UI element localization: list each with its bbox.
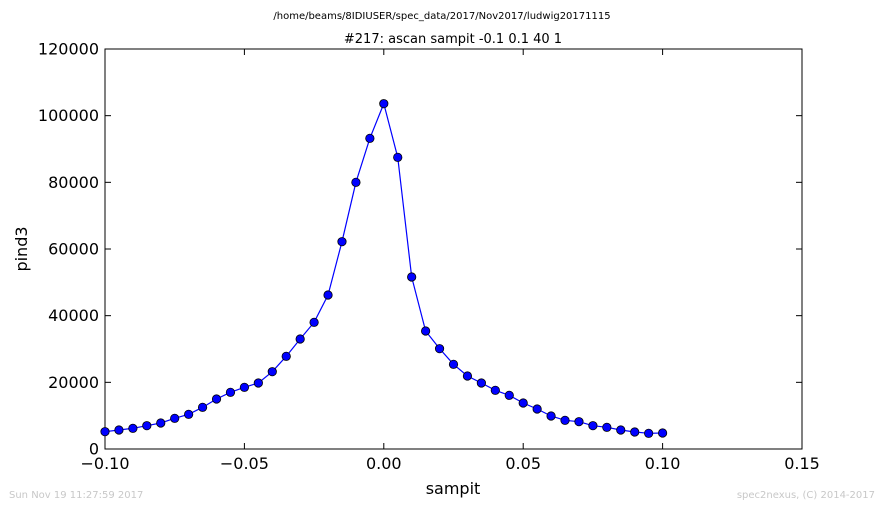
data-point [197, 402, 208, 412]
data-point [379, 99, 389, 109]
data-point [560, 415, 570, 425]
data-point [211, 394, 222, 404]
data-point [434, 344, 445, 354]
data-point [281, 351, 291, 361]
data-point [490, 385, 500, 395]
data-point [351, 177, 361, 187]
data-point [476, 378, 486, 388]
footer-credit: spec2nexus, (C) 2014-2017 [737, 490, 875, 501]
x-axis-label: sampit [426, 479, 481, 498]
y-tick-label: 60000 [48, 240, 99, 259]
x-tick-label: 0.15 [784, 454, 820, 473]
data-point [156, 418, 166, 428]
footer-timestamp: Sun Nov 19 11:27:59 2017 [9, 490, 143, 501]
data-point [616, 425, 626, 435]
series-layer [100, 99, 668, 438]
data-point [393, 152, 403, 162]
data-point [142, 421, 152, 431]
data-point [546, 411, 556, 421]
data-point [239, 382, 249, 392]
y-axis-label: pind3 [12, 226, 31, 271]
data-point [448, 359, 459, 369]
data-point [225, 387, 236, 397]
data-point [253, 378, 263, 388]
plot-area: −0.10 −0.05 0.00 0.05 0.10 0.15 0 20000 40000 60… [38, 40, 820, 474]
data-point [100, 427, 110, 437]
x-tick-label: 0.05 [505, 454, 541, 473]
data-point [365, 133, 375, 143]
data-point [323, 290, 333, 300]
y-tick-label: 40000 [48, 306, 99, 325]
y-tick-label: 100000 [38, 106, 99, 125]
y-tick-label: 80000 [48, 173, 99, 192]
data-point [407, 272, 417, 282]
x-tick-label: 0.10 [645, 454, 681, 473]
data-point [421, 326, 431, 336]
data-point [657, 428, 668, 438]
data-point [602, 422, 612, 432]
y-tick-label: 20000 [48, 373, 99, 392]
x-tick-label: −0.10 [80, 454, 129, 473]
data-point [128, 423, 138, 433]
x-tick-label: 0.00 [366, 454, 402, 473]
data-point [574, 417, 584, 427]
y-tick-label: 0 [89, 440, 99, 459]
data-point [184, 409, 194, 419]
data-point [504, 390, 514, 400]
y-tick-label: 120000 [38, 40, 99, 59]
data-point [518, 398, 528, 408]
plot-frame [104, 48, 803, 450]
data-point [462, 371, 473, 381]
y-axis: 0 20000 40000 60000 80000 100000 120000 [38, 40, 802, 459]
data-point [295, 334, 305, 344]
data-point [114, 425, 124, 435]
chart-title: #217: ascan sampit -0.1 0.1 40 1 [344, 32, 562, 47]
data-point [630, 427, 640, 437]
x-axis: −0.10 −0.05 0.00 0.05 0.10 0.15 [80, 49, 820, 473]
data-point [267, 367, 277, 377]
data-point [532, 404, 542, 414]
data-point [337, 237, 347, 247]
data-point [644, 428, 654, 438]
series-line [104, 101, 663, 434]
data-point [588, 421, 598, 431]
data-point [309, 317, 319, 327]
data-point [170, 413, 180, 423]
x-tick-label: −0.05 [220, 454, 269, 473]
file-path: /home/beams/8IDIUSER/spec_data/2017/Nov2… [273, 11, 610, 22]
